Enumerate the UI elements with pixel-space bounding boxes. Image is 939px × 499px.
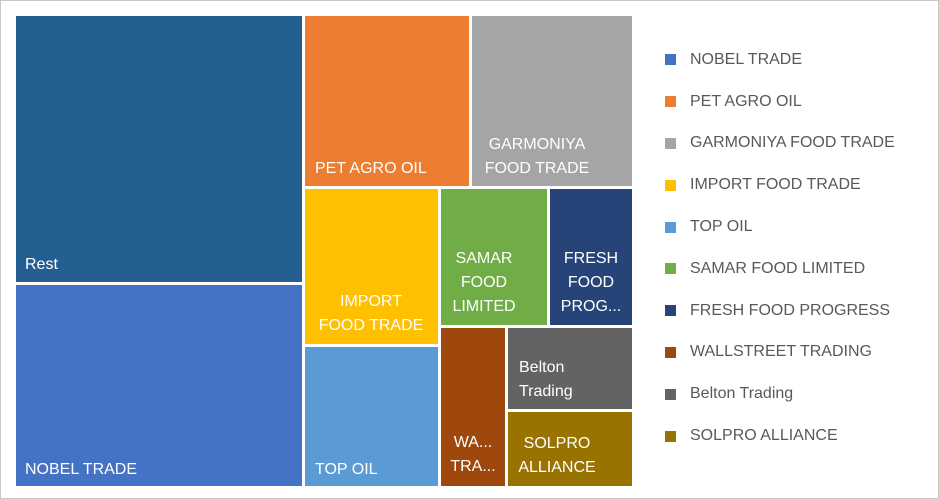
treemap-label-line: IMPORT [340,293,402,310]
treemap-rect [305,16,469,186]
treemap-tile-nobel-trade: NOBEL TRADE [16,285,302,486]
legend-label: PET AGRO OIL [690,92,802,110]
treemap-label-line: Rest [25,256,58,273]
treemap-label-line: FOOD [568,274,614,291]
treemap-label: SOLPRO ALLIANCE [518,435,595,476]
legend-item: GARMONIYA FOOD TRADE [665,123,925,165]
treemap-rect [441,189,547,325]
treemap-label: SAMAR FOOD LIMITED [452,250,515,315]
treemap-tile-belton-trading: Belton Trading [508,328,632,409]
treemap-label: PET AGRO OIL [315,160,427,177]
treemap-tile-garmoniya-food-trade: GARMONIYA FOOD TRADE [472,16,632,186]
legend-item: SAMAR FOOD LIMITED [665,248,925,290]
legend-swatch [665,263,676,275]
treemap-rect [305,347,438,486]
legend-item: FRESH FOOD PROGRESS [665,290,925,332]
treemap-label-line: FOOD [461,274,507,291]
legend-label: WALLSTREET TRADING [690,343,872,361]
treemap-label: IMPORT FOOD TRADE [319,293,424,334]
treemap-label-line: SOLPRO [524,435,591,452]
legend-item: WALLSTREET TRADING [665,332,925,374]
legend-swatch [665,137,676,149]
treemap-label-line: FRESH [564,250,618,267]
legend-item: TOP OIL [665,206,925,248]
treemap-label: FRESH FOOD PROG... [561,250,621,315]
treemap-label: TOP OIL [315,461,378,478]
legend-item: SOLPRO ALLIANCE [665,415,925,457]
treemap-tile-rest: Rest [16,16,302,282]
legend-item: PET AGRO OIL [665,81,925,123]
treemap-tile-import-food-trade: IMPORT FOOD TRADE [305,189,438,344]
treemap-tile-wallstreet-trading: WA... TRA... [441,328,505,486]
treemap-label-line: TRA... [450,458,495,475]
treemap-rect [472,16,632,186]
treemap-rect [305,189,438,344]
legend-swatch [665,96,676,108]
treemap-tile-solpro-alliance: SOLPRO ALLIANCE [508,412,632,486]
treemap-label: Rest [25,256,58,273]
treemap-rect [16,285,302,486]
treemap-label-line: SAMAR [456,250,513,267]
legend-label: GARMONIYA FOOD TRADE [690,134,895,152]
treemap-label-line: FOOD TRADE [319,317,424,334]
treemap-label-line: WA... [454,434,493,451]
treemap-label-line: PET AGRO OIL [315,160,427,177]
treemap-label-line: Trading [519,383,573,400]
treemap-label-line: Belton [519,359,564,376]
treemap-tile-pet-agro-oil: PET AGRO OIL [305,16,469,186]
legend-swatch [665,221,676,233]
treemap-rect [441,328,505,486]
legend-item: Belton Trading [665,373,925,415]
legend-swatch [665,388,676,400]
treemap-label: WA... TRA... [450,434,495,475]
legend-label: SOLPRO ALLIANCE [690,427,838,445]
treemap-rect [508,412,632,486]
legend: NOBEL TRADE PET AGRO OIL GARMONIYA FOOD … [665,39,925,457]
treemap-rect [16,16,302,282]
legend-swatch [665,305,676,317]
legend-swatch [665,54,676,66]
legend-label: IMPORT FOOD TRADE [690,176,861,194]
legend-swatch [665,346,676,358]
legend-label: Belton Trading [690,385,794,403]
legend-label: NOBEL TRADE [690,50,803,68]
legend-label: FRESH FOOD PROGRESS [690,301,891,319]
treemap-label: GARMONIYA FOOD TRADE [485,136,590,177]
treemap-label: NOBEL TRADE [25,461,137,478]
legend-label: TOP OIL [690,218,753,236]
treemap-plot: Rest NOBEL TRADE PET AGRO OIL GARMONIYA FOOD… [16,16,632,486]
treemap-rect [550,189,632,325]
legend-label: SAMAR FOOD LIMITED [690,259,866,277]
treemap-label-line: GARMONIYA [489,136,586,153]
treemap-label-line: TOP OIL [315,461,378,478]
treemap-tile-fresh-food-progress: FRESH FOOD PROG... [550,189,632,325]
legend-item: NOBEL TRADE [665,39,925,81]
treemap-label-line: NOBEL TRADE [25,461,137,478]
legend-item: IMPORT FOOD TRADE [665,164,925,206]
treemap-label-line: FOOD TRADE [485,160,590,177]
treemap-tile-top-oil: TOP OIL [305,347,438,486]
treemap-label-line: LIMITED [452,298,515,315]
treemap-label: Belton Trading [519,359,573,400]
legend-swatch [665,179,676,191]
legend-swatch [665,430,676,442]
treemap-tile-samar-food-limited: SAMAR FOOD LIMITED [441,189,547,325]
treemap-label-line: PROG... [561,298,621,315]
treemap-label-line: ALLIANCE [518,459,595,476]
treemap-rect [508,328,632,409]
